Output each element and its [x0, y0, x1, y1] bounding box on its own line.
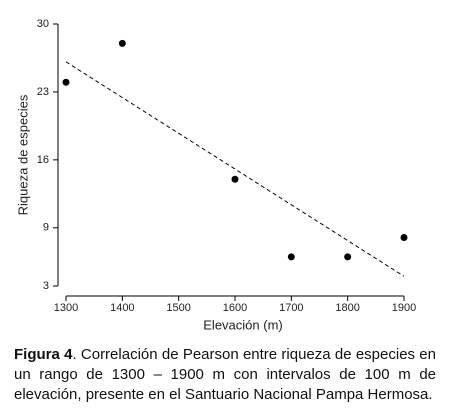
x-tick-label: 1700: [279, 302, 303, 314]
point: [344, 253, 352, 261]
x-axis-label: Elevación (m): [203, 317, 282, 332]
x-tick-label: 1400: [110, 302, 134, 314]
x-tick-label: 1300: [54, 302, 78, 314]
x-tick-label: 1600: [223, 302, 247, 314]
y-tick-label: 23: [37, 86, 49, 98]
point: [231, 175, 239, 183]
caption-text: . Correlación de Pearson entre riqueza d…: [14, 346, 436, 403]
point: [118, 39, 126, 47]
caption: Figura 4. Correlación de Pearson entre r…: [14, 345, 436, 405]
caption-label: Figura 4: [14, 346, 73, 363]
y-tick-label: 9: [43, 222, 49, 234]
y-axis-label: Riqueza de especies: [15, 94, 30, 215]
point: [400, 233, 408, 241]
trendline: [65, 61, 405, 277]
y-tick-label: 16: [37, 154, 49, 166]
chart: Elevación (m) Riqueza de especies 3 9 16 23…: [15, 18, 416, 333]
point: [62, 78, 70, 86]
x-tick-label: 1900: [392, 302, 416, 314]
y-tick-label: 30: [37, 18, 49, 30]
x-tick-label: 1500: [166, 302, 190, 314]
y-tick-label: 3: [43, 280, 49, 292]
point: [287, 253, 295, 261]
x-tick-label: 1800: [335, 302, 359, 314]
